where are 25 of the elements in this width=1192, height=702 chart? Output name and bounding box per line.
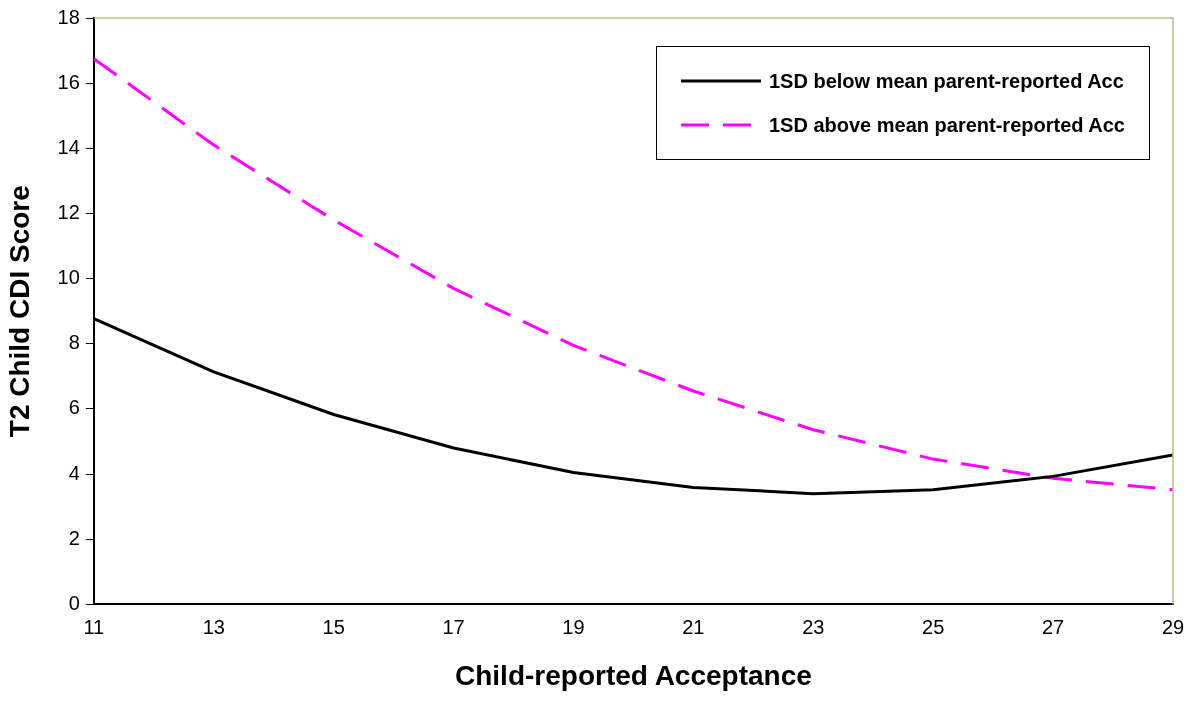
- y-tick-label: 4: [68, 461, 80, 484]
- x-tick-label: 23: [802, 615, 825, 638]
- y-tick-label: 12: [57, 200, 80, 223]
- y-tick-label: 16: [57, 70, 80, 93]
- x-tick-label: 21: [682, 615, 705, 638]
- line-series: [93, 57, 1173, 492]
- x-tick-label: 27: [1041, 615, 1065, 638]
- x-tick-label: 15: [322, 615, 345, 638]
- x-tick-label: 11: [83, 615, 105, 638]
- y-tick-label: 2: [68, 526, 80, 549]
- y-tick-label: 6: [68, 396, 80, 419]
- legend-label: 1SD below mean parent-reported Acc: [768, 69, 1124, 93]
- x-tick-label: 17: [442, 615, 465, 638]
- legend-label: 1SD above mean parent-reported Acc: [768, 113, 1125, 137]
- y-tick-label: 14: [57, 135, 80, 158]
- y-tick-label: 18: [57, 5, 80, 28]
- x-tick-label: 19: [562, 615, 585, 638]
- x-tick-label: 13: [202, 615, 225, 638]
- x-tick-label: 25: [922, 615, 945, 638]
- y-tick-label: 8: [68, 331, 80, 354]
- x-tick-label: 29: [1161, 615, 1185, 638]
- y-axis-title: T2 Child CDI Score: [3, 185, 35, 438]
- y-tick-label: 10: [57, 266, 80, 289]
- x-axis-title: Child-reported Acceptance: [455, 659, 812, 691]
- y-tick-label: 0: [68, 591, 80, 614]
